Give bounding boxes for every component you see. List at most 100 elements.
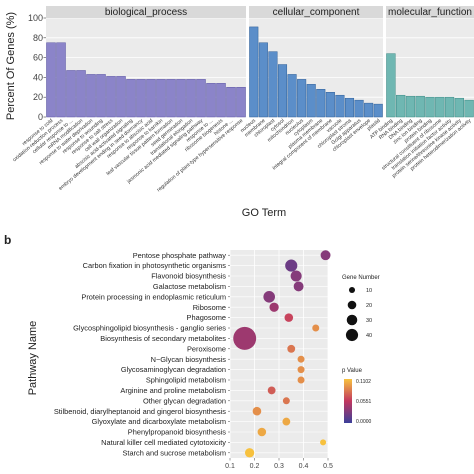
bar	[236, 87, 246, 118]
pathway-label: Peroxisome	[187, 344, 226, 353]
pathway-point	[287, 344, 296, 353]
bar	[435, 96, 445, 118]
bar	[186, 79, 196, 118]
bar	[464, 99, 474, 118]
pathway-label: Natural killer cell mediated cytotoxicit…	[101, 438, 226, 447]
bar	[176, 79, 186, 118]
size-legend-label: 10	[366, 288, 372, 294]
pathway-point	[293, 281, 304, 292]
pathway-label: Glycosaminoglycan degradation	[121, 365, 226, 374]
bar	[268, 51, 278, 118]
bar	[316, 89, 326, 118]
pathway-point	[320, 250, 331, 261]
x-tick-label: 0.3	[274, 463, 284, 470]
size-legend-label: 30	[366, 318, 372, 324]
bar	[258, 42, 268, 118]
pathway-label: Protein processing in endoplasmic reticu…	[81, 292, 226, 301]
bar	[444, 96, 455, 118]
size-legend-dot	[345, 328, 359, 342]
pathway-point	[320, 439, 327, 446]
go-bar-chart: Percent Of Genes (%) GO Term 0 20 40 60 80 10…	[5, 6, 474, 219]
pathway-point	[269, 302, 279, 312]
pathway-label: Glyoxylate and dicarboxylate metabolism	[92, 417, 226, 426]
size-legend-title: Gene Number	[342, 275, 380, 281]
pathway-label: N−Glycan biosynthesis	[151, 355, 227, 364]
bar	[116, 76, 126, 118]
y-tick-label: 40	[33, 72, 43, 82]
bar	[325, 92, 335, 118]
bar	[373, 103, 383, 118]
pathway-label: Starch and sucrose metabolism	[122, 448, 226, 457]
size-legend-label: 40	[366, 333, 372, 339]
bar	[46, 42, 56, 118]
bar	[136, 79, 146, 118]
bar	[106, 76, 116, 118]
pathway-point	[285, 259, 298, 272]
bar	[126, 79, 136, 118]
pathway-points	[233, 250, 331, 458]
pathway-point	[244, 448, 255, 458]
pathway-label: Arginine and proline metabolism	[120, 386, 226, 395]
pathway-label: Biosynthesis of secondary metabolites	[100, 334, 226, 343]
pathway-point	[252, 406, 262, 416]
pathway-label: Galactose metabolism	[153, 282, 226, 291]
x-tick-label: 0.5	[323, 463, 333, 470]
pathway-point	[282, 417, 291, 426]
bar	[287, 74, 297, 118]
pathway-bubble-chart: b Pathway Name Pentose phosphate pathway…	[4, 233, 380, 470]
pathway-label: Ribosome	[193, 303, 226, 312]
pathway-point	[267, 386, 276, 395]
pathway-label: Phagosome	[187, 313, 226, 322]
panel-b-label: b	[4, 233, 11, 247]
pathway-label: Flavonoid biosynthesis	[151, 272, 226, 281]
bar	[156, 79, 166, 118]
y-tick-label: 60	[33, 53, 43, 63]
pathway-label: Carbon fixation in photosynthetic organi…	[83, 261, 227, 270]
facet-strip	[249, 6, 383, 18]
bar	[386, 53, 396, 118]
pathway-point	[312, 324, 320, 332]
color-legend-low: 0.0000	[356, 419, 372, 425]
facet-cellular_component: cellular_componentnucleusmembranechlorop…	[240, 6, 383, 171]
pathway-label: Phenylpropanoid biosynthesis	[128, 428, 227, 437]
bar	[306, 84, 316, 118]
size-legend-dot	[346, 314, 358, 326]
pathway-label: Glycosphingolipid biosynthesis - ganglio…	[73, 324, 226, 333]
y-tick-label: 0	[38, 112, 43, 122]
y-axis-label: Percent Of Genes (%)	[5, 12, 17, 120]
bar	[405, 95, 416, 118]
pathway-point	[297, 376, 305, 384]
size-legend-dot	[348, 286, 356, 294]
bar	[415, 95, 425, 118]
facet-background	[46, 18, 246, 117]
y-tick-label: 20	[33, 92, 43, 102]
y-tick-label: 100	[28, 13, 43, 23]
bar	[425, 96, 435, 118]
pathway-label: Sphingolipid metabolism	[146, 376, 226, 385]
size-legend-dot	[347, 300, 357, 310]
bar	[335, 94, 345, 118]
y-axis-ticks: 0 20 40 60 80 100	[28, 13, 46, 122]
bar	[196, 79, 206, 118]
bar	[66, 70, 76, 118]
bar	[249, 26, 259, 118]
pathway-point	[297, 366, 305, 374]
pathway-label: Stilbenoid, diarylheptanoid and gingerol…	[54, 407, 226, 416]
pathway-point	[233, 326, 257, 350]
pathway-point	[263, 290, 276, 303]
facet-strip-label: cellular_component	[273, 7, 360, 18]
color-legend-mid: 0.0551	[356, 399, 372, 405]
pathway-point	[257, 427, 267, 437]
y-axis-label-b: Pathway Name	[27, 321, 39, 396]
color-legend-title: p Value	[342, 368, 363, 374]
bar	[354, 99, 364, 118]
bar	[344, 97, 355, 118]
x-tick-label: 0.2	[250, 463, 260, 470]
bar	[146, 79, 156, 118]
bar	[226, 87, 236, 118]
pathway-point	[297, 355, 305, 363]
